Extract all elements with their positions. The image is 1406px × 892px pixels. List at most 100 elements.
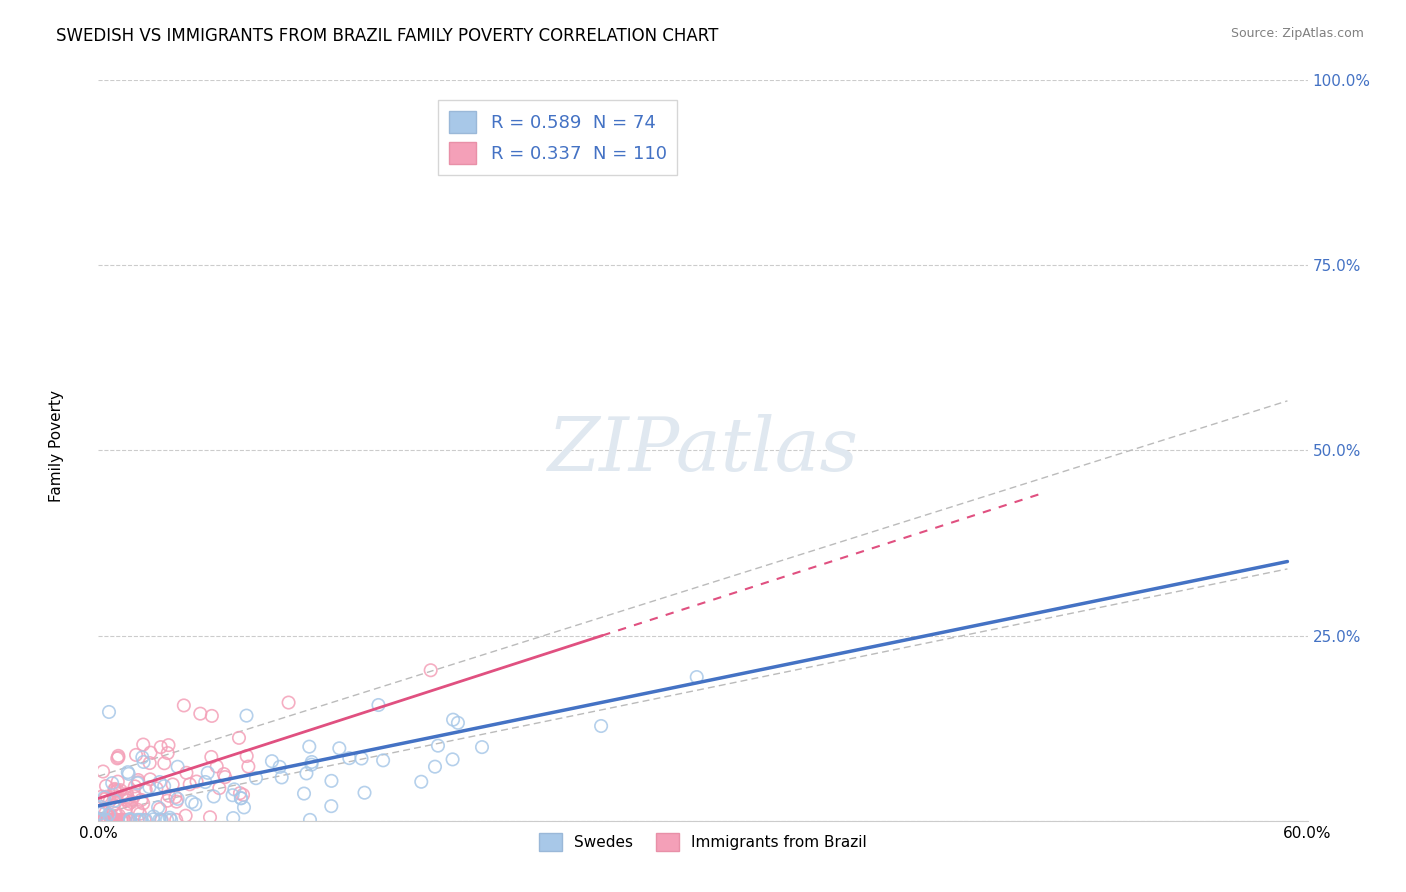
Point bbox=[188, 706, 211, 721]
Point bbox=[127, 813, 149, 827]
Point bbox=[148, 813, 170, 827]
Point bbox=[104, 794, 127, 808]
Point bbox=[104, 784, 127, 798]
Text: ZIPatlas: ZIPatlas bbox=[547, 414, 859, 487]
Point bbox=[153, 779, 176, 793]
Point bbox=[96, 789, 118, 804]
Point bbox=[292, 787, 315, 801]
Point bbox=[105, 813, 128, 827]
Point bbox=[212, 767, 235, 781]
Point bbox=[194, 775, 217, 789]
Point bbox=[156, 746, 179, 760]
Point bbox=[231, 791, 253, 805]
Point bbox=[104, 806, 127, 821]
Point bbox=[321, 799, 343, 814]
Point bbox=[115, 813, 138, 827]
Point bbox=[180, 795, 202, 809]
Point bbox=[149, 740, 172, 755]
Point bbox=[103, 813, 125, 827]
Point bbox=[97, 813, 120, 827]
Point bbox=[160, 813, 183, 827]
Point bbox=[104, 789, 127, 804]
Point bbox=[115, 790, 138, 805]
Point bbox=[93, 790, 115, 805]
Point bbox=[186, 774, 208, 789]
Point bbox=[205, 759, 228, 773]
Point bbox=[419, 663, 441, 677]
Point bbox=[135, 782, 157, 797]
Point bbox=[686, 670, 709, 684]
Point bbox=[134, 813, 156, 827]
Point bbox=[149, 775, 172, 789]
Point bbox=[90, 813, 112, 827]
Point bbox=[198, 810, 221, 824]
Point bbox=[179, 777, 201, 791]
Point bbox=[301, 757, 323, 772]
Point bbox=[87, 813, 110, 827]
Point bbox=[132, 738, 155, 752]
Point bbox=[200, 750, 222, 764]
Point bbox=[157, 789, 180, 803]
Point bbox=[447, 715, 470, 730]
Point bbox=[165, 813, 187, 827]
Point bbox=[166, 795, 188, 809]
Legend: Swedes, Immigrants from Brazil: Swedes, Immigrants from Brazil bbox=[533, 827, 873, 857]
Point bbox=[89, 806, 111, 821]
Point bbox=[208, 780, 231, 795]
Point bbox=[229, 786, 252, 800]
Point bbox=[157, 738, 180, 752]
Point bbox=[94, 805, 117, 820]
Point bbox=[353, 786, 375, 800]
Point bbox=[127, 776, 149, 790]
Point bbox=[104, 781, 127, 796]
Point bbox=[103, 783, 125, 797]
Text: Family Poverty: Family Poverty bbox=[49, 390, 63, 502]
Point bbox=[184, 797, 207, 812]
Point bbox=[150, 813, 173, 827]
Point bbox=[101, 776, 124, 790]
Point bbox=[127, 775, 149, 789]
Point bbox=[90, 813, 112, 827]
Point bbox=[162, 777, 184, 791]
Point bbox=[115, 793, 138, 807]
Point bbox=[156, 794, 179, 808]
Point bbox=[132, 755, 155, 769]
Point bbox=[124, 780, 146, 794]
Point bbox=[367, 698, 389, 712]
Point bbox=[115, 787, 138, 801]
Point bbox=[138, 780, 160, 794]
Point bbox=[197, 765, 219, 780]
Point bbox=[103, 788, 125, 802]
Point bbox=[107, 808, 129, 822]
Point bbox=[165, 790, 187, 805]
Point bbox=[441, 713, 464, 727]
Point bbox=[146, 800, 169, 814]
Point bbox=[132, 797, 155, 811]
Point bbox=[100, 813, 122, 827]
Point bbox=[229, 791, 252, 805]
Point bbox=[245, 771, 267, 785]
Point bbox=[117, 791, 139, 805]
Point bbox=[139, 746, 162, 760]
Point bbox=[90, 813, 112, 827]
Point bbox=[118, 813, 141, 827]
Point bbox=[96, 813, 118, 827]
Point bbox=[174, 808, 197, 822]
Point bbox=[114, 813, 136, 827]
Point bbox=[125, 747, 148, 762]
Point bbox=[591, 719, 613, 733]
Point bbox=[129, 806, 152, 821]
Point bbox=[142, 809, 165, 823]
Point bbox=[159, 811, 181, 825]
Point bbox=[110, 813, 132, 827]
Point bbox=[93, 792, 115, 806]
Point bbox=[107, 748, 129, 763]
Point bbox=[90, 806, 112, 821]
Point bbox=[149, 802, 172, 816]
Point bbox=[100, 813, 122, 827]
Point bbox=[118, 812, 141, 826]
Point bbox=[94, 779, 117, 793]
Point bbox=[89, 813, 111, 827]
Point bbox=[321, 773, 343, 788]
Point bbox=[105, 813, 128, 827]
